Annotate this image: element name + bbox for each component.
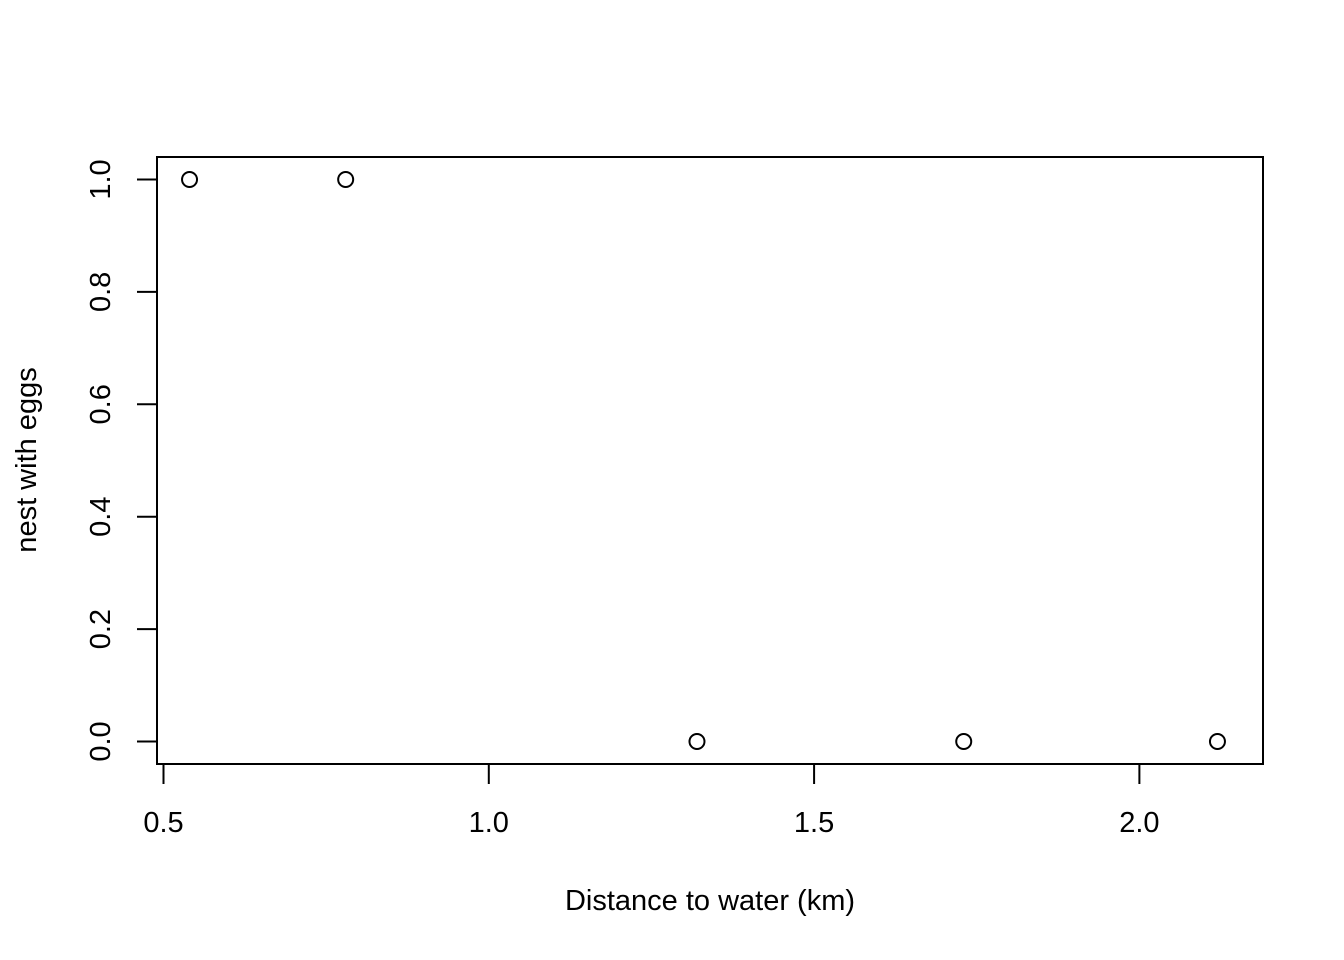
- plot-frame: [156, 156, 1264, 765]
- x-axis: 0.5 1.0 1.5 2.0: [143, 763, 1160, 839]
- x-tick-label: 1.0: [469, 807, 509, 839]
- data-point: [955, 733, 973, 751]
- data-point: [337, 170, 355, 188]
- data-points: [181, 170, 1226, 751]
- x-axis-title: Distance to water (km): [565, 885, 855, 917]
- y-axis: 0.0 0.2 0.4 0.6 0.8 1.0: [85, 159, 158, 762]
- y-tick-label: 0.2: [85, 609, 117, 649]
- data-point: [688, 733, 706, 751]
- y-tick-label: 1.0: [85, 159, 117, 199]
- x-tick-label: 0.5: [143, 807, 183, 839]
- x-tick-label: 2.0: [1119, 807, 1159, 839]
- y-tick-label: 0.4: [85, 497, 117, 537]
- y-tick-label: 0.6: [85, 384, 117, 424]
- y-axis-title: nest with eggs: [11, 367, 43, 552]
- y-tick-label: 0.0: [85, 721, 117, 761]
- y-tick-label: 0.8: [85, 272, 117, 312]
- data-point: [181, 170, 199, 188]
- data-point: [1208, 733, 1226, 751]
- x-tick-label: 1.5: [794, 807, 834, 839]
